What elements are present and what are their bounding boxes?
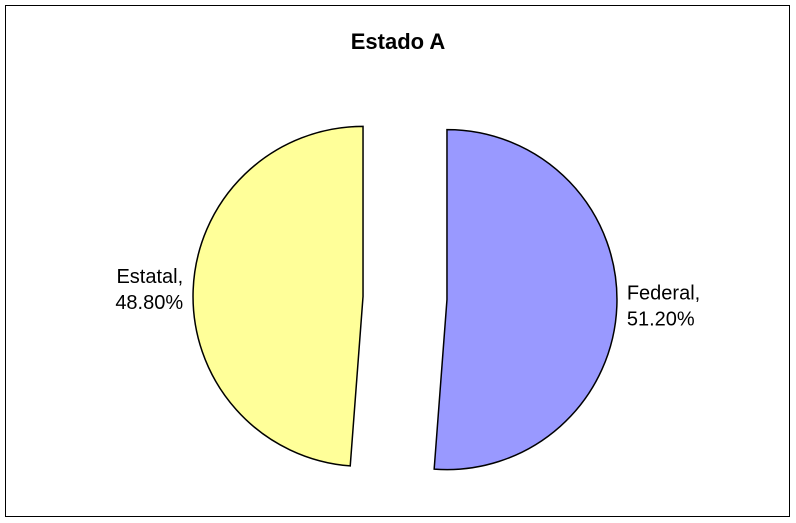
slice-value-label: 51.20% xyxy=(627,309,695,331)
pie-slice xyxy=(192,125,364,467)
slice-value-label: 48.80% xyxy=(115,292,183,314)
pie-slice xyxy=(433,128,618,471)
slice-category-label: Estatal, xyxy=(116,266,183,288)
slice-category-label: Federal, xyxy=(627,283,700,305)
chart-border xyxy=(5,5,790,517)
chart-title: Estado A xyxy=(351,29,446,54)
